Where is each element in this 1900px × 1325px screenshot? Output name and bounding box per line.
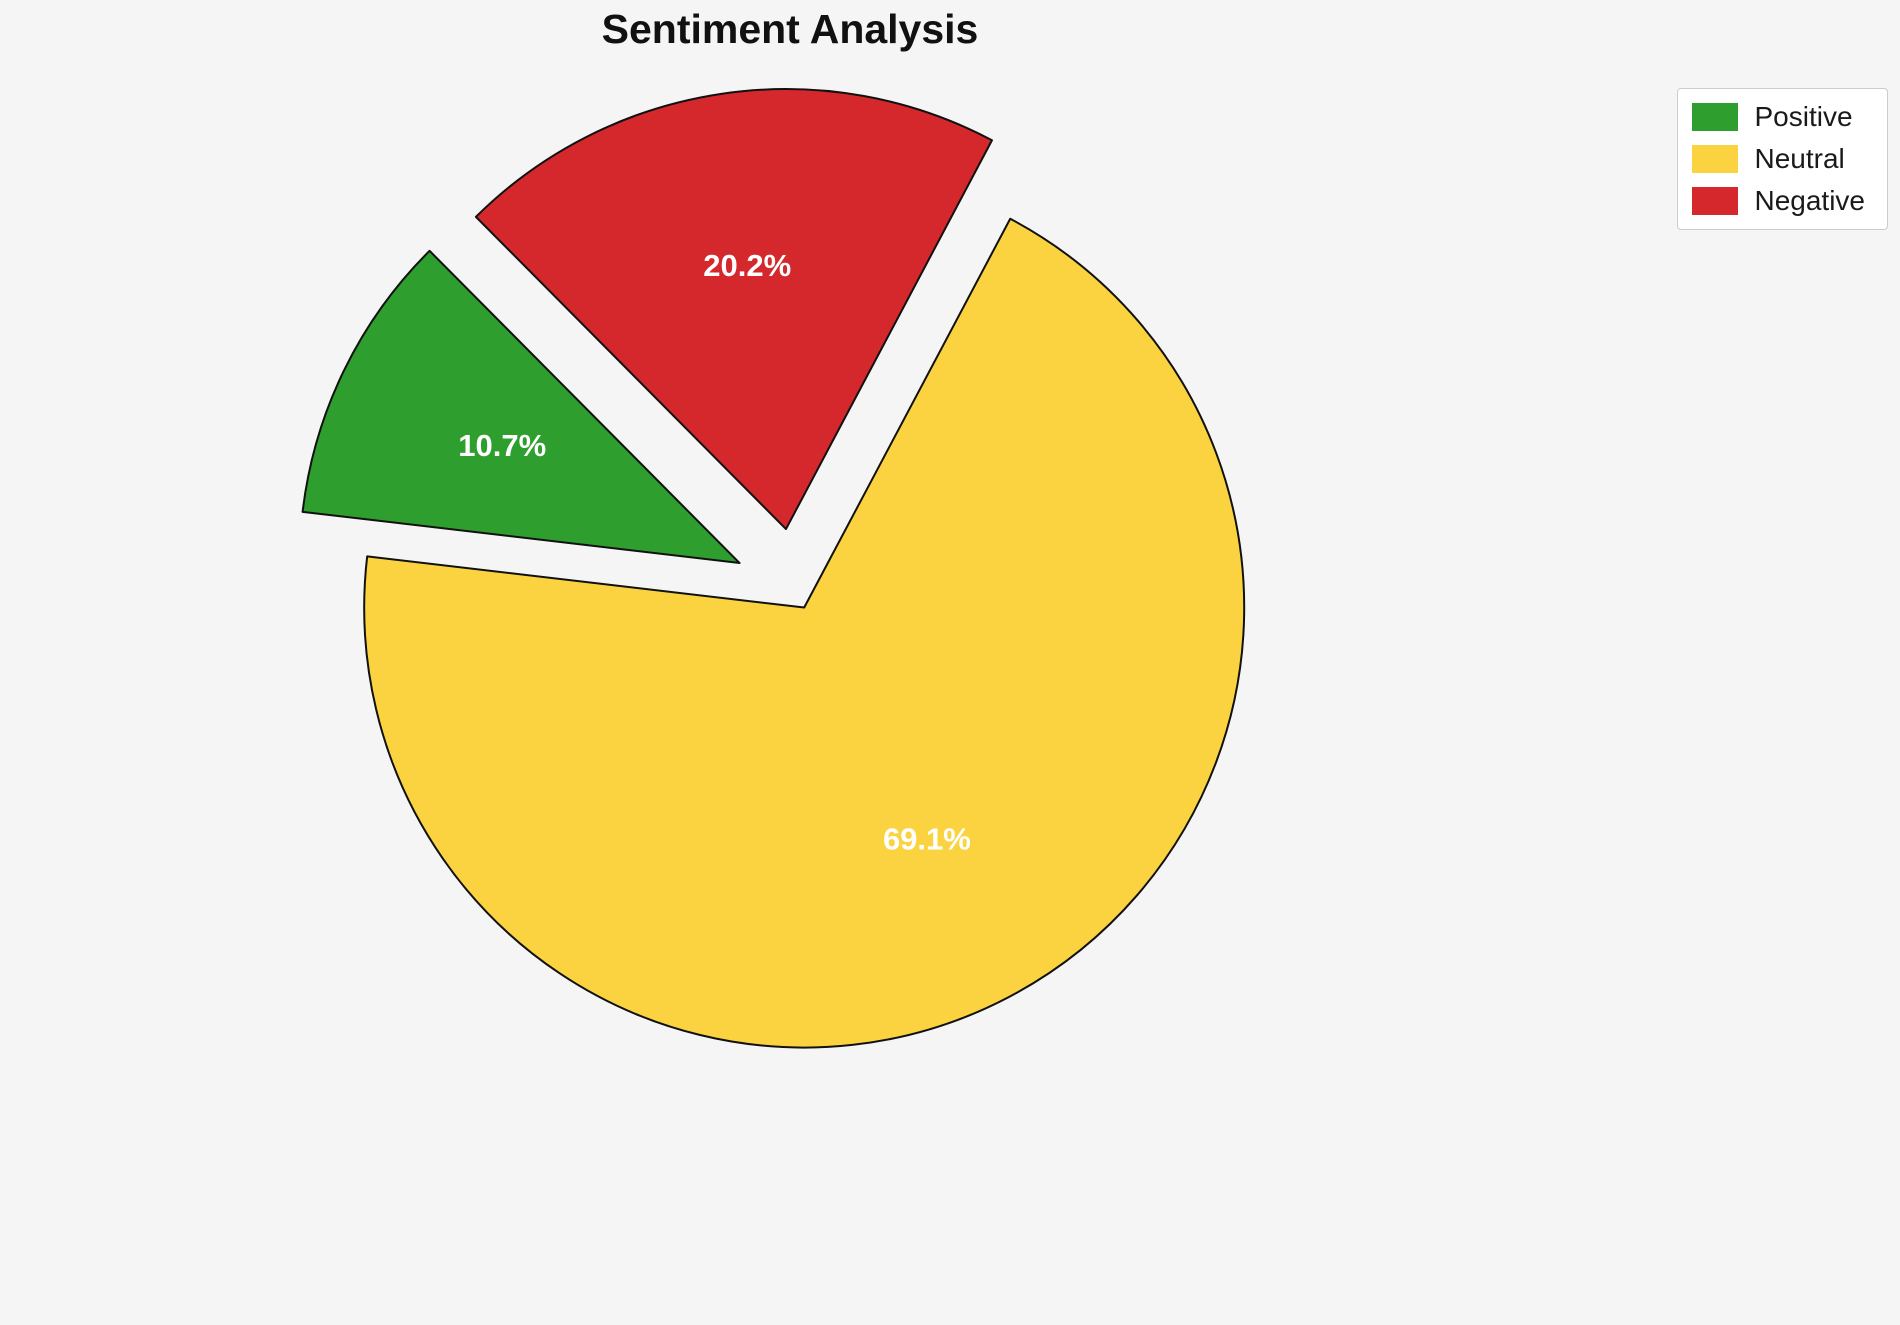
legend-swatch-neutral bbox=[1692, 145, 1739, 173]
legend-label: Negative bbox=[1754, 185, 1865, 216]
chart-title: Sentiment Analysis bbox=[601, 6, 979, 52]
pie-slice-negative bbox=[474, 88, 993, 531]
legend-label: Positive bbox=[1754, 101, 1853, 132]
legend-label: Neutral bbox=[1754, 143, 1845, 174]
legend-swatch-positive bbox=[1692, 103, 1739, 131]
legend-item-neutral: Neutral bbox=[1692, 145, 1865, 173]
pie-percent-label-neutral: 69.1% bbox=[883, 821, 971, 856]
pie-percent-label-negative: 20.2% bbox=[703, 248, 791, 283]
pie-slice-neutral bbox=[363, 217, 1246, 1049]
legend-swatch-negative bbox=[1692, 187, 1739, 215]
legend-item-positive: Positive bbox=[1692, 103, 1865, 131]
pie-slice-positive bbox=[301, 249, 741, 565]
legend: Positive Neutral Negative bbox=[1677, 88, 1888, 230]
legend-item-negative: Negative bbox=[1692, 187, 1865, 215]
pie-percent-label-positive: 10.7% bbox=[458, 428, 546, 463]
